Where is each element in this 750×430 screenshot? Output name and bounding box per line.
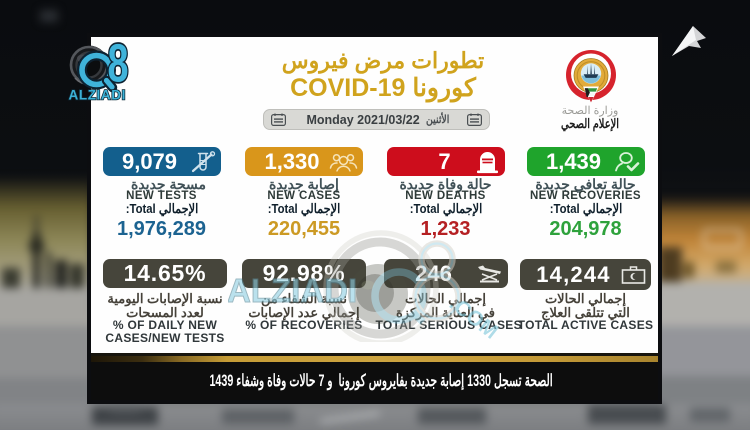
svg-text:8: 8 bbox=[107, 34, 128, 93]
svg-text:ALZIADI: ALZIADI bbox=[69, 88, 126, 103]
svg-text:ALZIADI: ALZIADI bbox=[228, 272, 357, 309]
svg-text:.COM: .COM bbox=[445, 292, 502, 342]
